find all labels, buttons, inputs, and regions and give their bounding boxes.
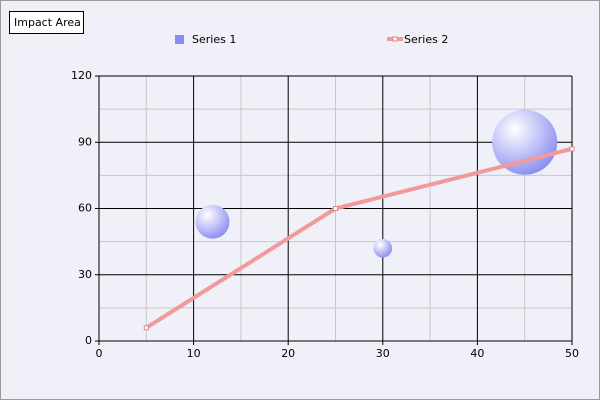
legend-marker	[392, 36, 398, 42]
y-tick-label: 60	[78, 202, 92, 215]
bubble	[195, 204, 230, 239]
y-tick-label: 0	[85, 334, 92, 347]
x-tick-label: 10	[187, 347, 201, 360]
y-tick-label: 90	[78, 135, 92, 148]
legend-swatch	[175, 35, 184, 44]
y-tick-label: 120	[71, 69, 92, 82]
x-tick-label: 30	[376, 347, 390, 360]
point-marker	[569, 146, 575, 152]
legend-label: Series 2	[404, 33, 448, 46]
title-box	[9, 11, 84, 34]
chart-title: Impact Area	[14, 16, 81, 29]
point-marker	[333, 206, 338, 211]
x-tick-label: 50	[565, 347, 579, 360]
x-tick-label: 20	[281, 347, 295, 360]
legend-label: Series 1	[192, 33, 236, 46]
bubble	[373, 238, 393, 258]
y-tick-label: 30	[78, 268, 92, 281]
point-marker	[143, 325, 149, 331]
x-tick-label: 0	[96, 347, 103, 360]
x-tick-label: 40	[470, 347, 484, 360]
